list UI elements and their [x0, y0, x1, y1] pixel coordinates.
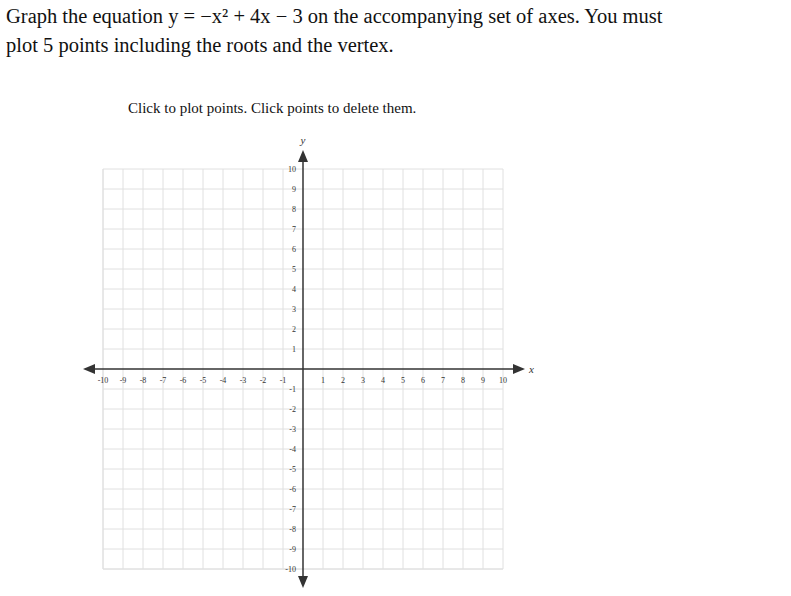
- svg-text:5: 5: [401, 376, 405, 385]
- svg-text:7: 7: [292, 225, 296, 234]
- svg-text:-3: -3: [240, 376, 247, 385]
- svg-text:-3: -3: [289, 425, 296, 434]
- svg-text:5: 5: [292, 265, 296, 274]
- svg-text:-8: -8: [289, 525, 296, 534]
- svg-text:4: 4: [381, 376, 385, 385]
- svg-text:10: 10: [499, 376, 507, 385]
- svg-text:-4: -4: [220, 376, 227, 385]
- svg-text:9: 9: [292, 185, 296, 194]
- svg-text:-7: -7: [289, 505, 296, 514]
- svg-text:-5: -5: [289, 465, 296, 474]
- svg-text:-9: -9: [289, 545, 296, 554]
- svg-text:-5: -5: [200, 376, 207, 385]
- svg-text:2: 2: [341, 376, 345, 385]
- svg-text:-10: -10: [285, 565, 296, 574]
- svg-text:-6: -6: [289, 485, 296, 494]
- svg-text:-9: -9: [120, 376, 127, 385]
- svg-text:x: x: [528, 363, 534, 375]
- svg-text:4: 4: [292, 285, 296, 294]
- svg-text:2: 2: [292, 325, 296, 334]
- svg-text:9: 9: [481, 376, 485, 385]
- svg-text:10: 10: [288, 165, 296, 174]
- svg-text:7: 7: [441, 376, 445, 385]
- html-text:Click to plot points. Click po: Click to plot points. Click points to de…: [128, 100, 417, 116]
- svg-text:-2: -2: [260, 376, 267, 385]
- svg-text:3: 3: [292, 305, 296, 314]
- html-text:Graph the equation y = −x² + 4: Graph the equation y = −x² + 4x − 3 on t…: [6, 5, 663, 27]
- svg-text:8: 8: [461, 376, 465, 385]
- svg-text:y: y: [300, 134, 306, 146]
- svg-text:-8: -8: [140, 376, 147, 385]
- svg-text:1: 1: [321, 376, 325, 385]
- svg-text:-4: -4: [289, 445, 296, 454]
- svg-text:-2: -2: [289, 405, 296, 414]
- svg-text:-7: -7: [160, 376, 167, 385]
- svg-text:1: 1: [292, 345, 296, 354]
- svg-text:6: 6: [292, 245, 296, 254]
- svg-text:-6: -6: [180, 376, 187, 385]
- svg-text:8: 8: [292, 205, 296, 214]
- html-text:plot 5 points including the ro: plot 5 points including the roots and th…: [6, 34, 394, 56]
- svg-text:3: 3: [361, 376, 365, 385]
- svg-text:-1: -1: [280, 376, 287, 385]
- svg-text:-1: -1: [289, 385, 296, 394]
- svg-text:-10: -10: [98, 376, 109, 385]
- svg-text:6: 6: [421, 376, 425, 385]
